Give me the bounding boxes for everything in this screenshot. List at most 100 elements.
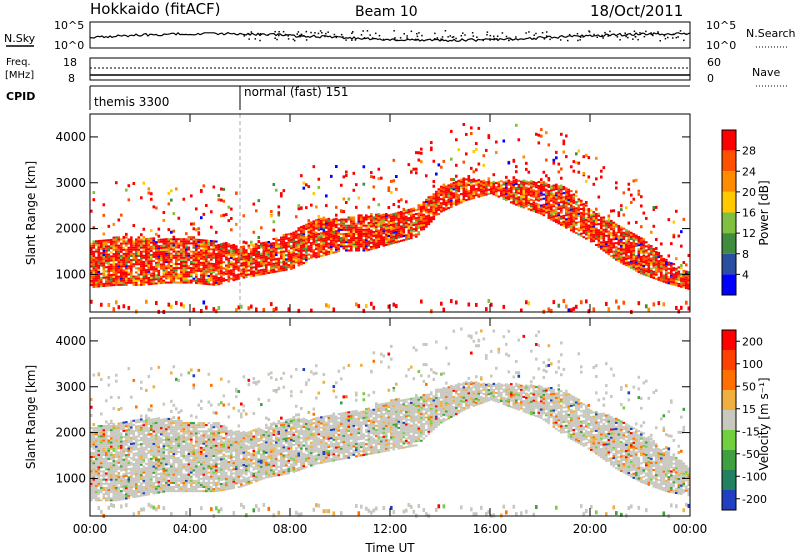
heatmap-cell — [605, 226, 608, 229]
heatmap-cell — [505, 186, 508, 189]
heatmap-cell — [127, 242, 131, 245]
heatmap-cell — [452, 188, 456, 191]
heatmap-cell — [215, 275, 218, 278]
heatmap-cell — [160, 259, 163, 262]
heatmap-cell — [590, 217, 593, 220]
heatmap-cell — [207, 279, 211, 282]
heatmap-cell — [595, 235, 598, 238]
heatmap-cell — [632, 255, 636, 258]
heatmap-cell — [582, 219, 586, 222]
heatmap-cell — [117, 396, 121, 400]
heatmap-cell — [390, 213, 393, 216]
heatmap-cell — [110, 476, 113, 479]
heatmap-cell — [132, 436, 136, 439]
heatmap-cell — [405, 215, 408, 218]
heatmap-cell — [380, 241, 383, 244]
heatmap-cell — [100, 302, 103, 307]
heatmap-cell — [637, 266, 641, 269]
heatmap-cell — [377, 223, 381, 226]
heatmap-cell — [620, 232, 623, 235]
heatmap-cell — [477, 193, 481, 196]
heatmap-cell — [477, 162, 481, 166]
heatmap-cell — [420, 160, 423, 164]
heatmap-cell — [305, 206, 308, 210]
heatmap-cell — [170, 277, 173, 280]
heatmap-cell — [320, 250, 323, 253]
heatmap-cell — [232, 256, 236, 259]
heatmap-cell — [132, 448, 136, 451]
heatmap-cell — [575, 304, 578, 309]
heatmap-cell — [675, 271, 678, 274]
heatmap-cell — [92, 439, 96, 442]
heatmap-cell — [297, 258, 301, 261]
heatmap-cell — [132, 240, 136, 243]
heatmap-cell — [157, 265, 161, 268]
heatmap-cell — [272, 244, 276, 247]
heatmap-cell — [145, 237, 148, 241]
heatmap-cell — [227, 219, 231, 223]
heatmap-cell — [415, 208, 418, 211]
heatmap-cell — [607, 236, 611, 239]
heatmap-cell — [612, 244, 616, 247]
heatmap-cell — [220, 249, 223, 252]
heatmap-cell — [105, 245, 108, 248]
heatmap-cell — [190, 256, 193, 259]
heatmap-cell — [257, 255, 261, 258]
heatmap-cell — [295, 240, 298, 243]
heatmap-cell — [560, 201, 563, 204]
heatmap-cell — [437, 204, 441, 207]
heatmap-cell — [645, 268, 648, 271]
heatmap-cell — [195, 271, 198, 274]
heatmap-cell — [630, 264, 633, 267]
heatmap-cell — [470, 195, 473, 198]
heatmap-cell — [580, 214, 583, 217]
heatmap-cell — [632, 264, 636, 267]
heatmap-cell — [92, 198, 96, 202]
heatmap-cell — [527, 189, 531, 192]
heatmap-cell — [550, 207, 553, 211]
heatmap-cell — [120, 481, 123, 484]
heatmap-cell — [435, 196, 438, 200]
heatmap-cell — [255, 259, 258, 262]
heatmap-cell — [440, 208, 443, 211]
heatmap-cell — [335, 230, 338, 233]
heatmap-cell — [367, 230, 371, 233]
heatmap-cell — [605, 240, 608, 244]
heatmap-cell — [135, 441, 138, 445]
heatmap-cell — [325, 204, 328, 208]
heatmap-cell — [387, 235, 391, 238]
heatmap-cell — [205, 264, 208, 267]
heatmap-cell — [505, 180, 508, 183]
heatmap-cell — [130, 451, 133, 454]
heatmap-cell — [295, 244, 298, 247]
heatmap-cell — [597, 243, 601, 246]
heatmap-cell — [197, 243, 201, 246]
heatmap-cell — [90, 405, 93, 409]
heatmap-cell — [282, 262, 286, 266]
heatmap-cell — [515, 165, 518, 169]
heatmap-cell — [240, 246, 243, 249]
heatmap-cell — [387, 228, 391, 231]
heatmap-cell — [105, 276, 108, 279]
heatmap-cell — [450, 191, 453, 194]
heatmap-cell — [192, 222, 196, 226]
heatmap-cell — [350, 247, 353, 250]
heatmap-cell — [557, 193, 561, 196]
heatmap-cell — [640, 270, 643, 273]
heatmap-cell — [100, 491, 103, 494]
heatmap-cell — [685, 287, 688, 290]
heatmap-cell — [385, 231, 388, 234]
heatmap-cell — [135, 279, 138, 282]
heatmap-cell — [377, 239, 381, 242]
heatmap-cell — [92, 466, 96, 469]
heatmap-cell — [202, 272, 206, 275]
heatmap-cell — [92, 267, 96, 270]
heatmap-cell — [92, 447, 96, 450]
heatmap-cell — [552, 213, 556, 216]
heatmap-cell — [517, 192, 521, 195]
heatmap-cell — [155, 270, 158, 273]
heatmap-cell — [520, 201, 523, 204]
heatmap-cell — [557, 187, 561, 190]
heatmap-cell — [95, 258, 98, 261]
heatmap-cell — [237, 275, 241, 278]
